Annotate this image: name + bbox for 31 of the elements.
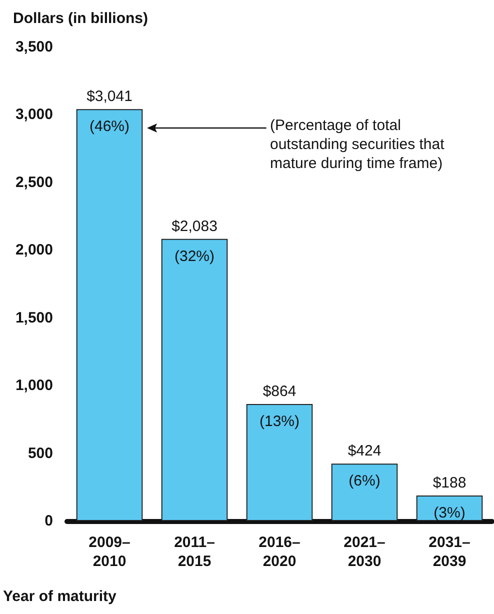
annotation: (3%) xyxy=(434,504,466,522)
x-tick-label: 2011– 2015 xyxy=(174,534,215,570)
bar xyxy=(331,464,398,521)
y-tick-label: 1,000 xyxy=(15,377,53,394)
annotation: (13%) xyxy=(259,412,300,430)
data-label: $864 xyxy=(262,382,296,400)
data-label: $3,041 xyxy=(86,88,132,106)
y-tick-label: 3,000 xyxy=(15,106,53,124)
annotation: (32%) xyxy=(174,248,215,265)
data-label: $424 xyxy=(348,442,382,460)
y-axis-title: Dollars (in billions) xyxy=(13,10,148,27)
y-tick-label: 0 xyxy=(44,512,53,530)
annotation: (46%) xyxy=(89,118,130,136)
bar xyxy=(246,404,313,521)
annotation: (6%) xyxy=(348,472,380,490)
y-tick-label: 3,500 xyxy=(15,38,53,56)
x-tick-label: 2031– 2039 xyxy=(428,534,470,570)
bar xyxy=(76,109,143,521)
annotation: (Percentage of total outstanding securities that mature during time frame) xyxy=(270,116,446,173)
bar xyxy=(161,238,228,521)
bar xyxy=(416,496,483,521)
x-tick-label: 2016– 2020 xyxy=(258,534,300,570)
y-tick-label: 500 xyxy=(28,444,53,462)
x-tick-label: 2009– 2010 xyxy=(88,534,130,570)
y-tick-label: 2,000 xyxy=(15,242,53,259)
y-tick-label: 1,500 xyxy=(15,309,53,326)
y-tick-label: 2,500 xyxy=(15,174,53,191)
x-axis-title: Year of maturity xyxy=(3,588,118,605)
data-label: $188 xyxy=(432,474,466,492)
data-label: $2,083 xyxy=(172,218,218,235)
x-tick-label: 2021– 2030 xyxy=(344,534,386,570)
